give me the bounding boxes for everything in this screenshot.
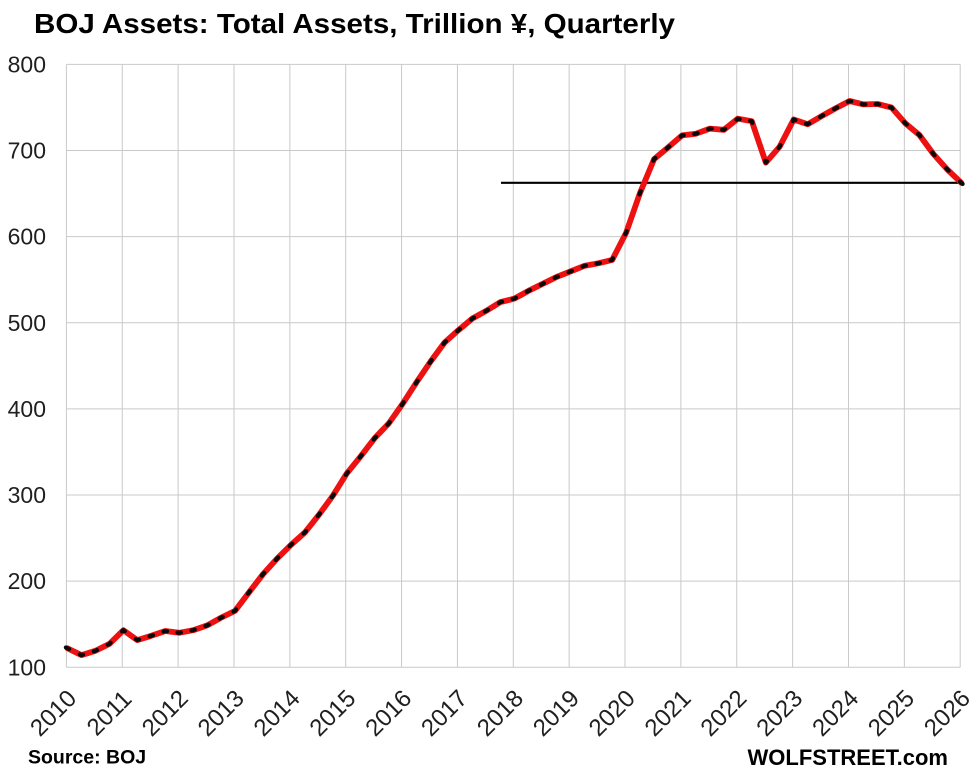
svg-text:BOJ Assets: Total Assets, Tril: BOJ Assets: Total Assets, Trillion ¥, Qu… <box>34 8 676 39</box>
svg-text:Source: BOJ: Source: BOJ <box>28 747 146 769</box>
svg-text:300: 300 <box>8 482 46 508</box>
svg-text:WOLFSTREET.com: WOLFSTREET.com <box>748 745 948 770</box>
svg-text:500: 500 <box>8 310 46 336</box>
svg-text:100: 100 <box>8 654 46 680</box>
svg-text:400: 400 <box>8 396 46 422</box>
svg-text:800: 800 <box>8 52 46 78</box>
svg-text:600: 600 <box>8 224 46 250</box>
svg-text:700: 700 <box>8 138 46 164</box>
svg-text:200: 200 <box>8 568 46 594</box>
